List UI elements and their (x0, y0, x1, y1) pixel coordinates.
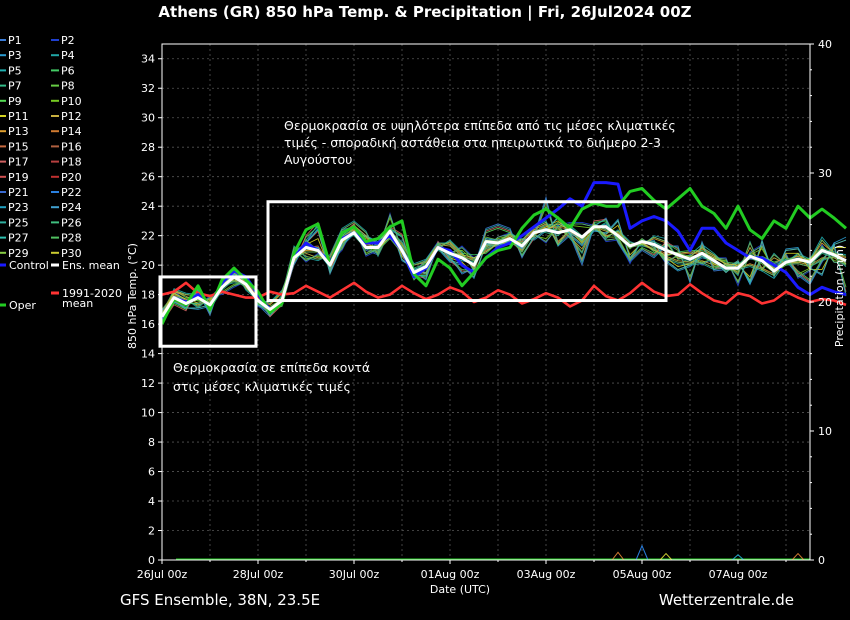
y-tick-label: 32 (141, 82, 155, 95)
legend-entry: P15 (8, 140, 29, 153)
legend-entry: P20 (61, 171, 82, 184)
y-tick-label: 14 (141, 348, 155, 361)
annotation-upper: Θερμοκρασία σε υψηλότερα επίπεδα από τις… (284, 118, 676, 167)
y-tick-label: 16 (141, 318, 155, 331)
ens-mean-line (160, 225, 847, 318)
y-tick-label: 20 (141, 259, 155, 272)
x-tick-label: 07Aug 00z (709, 568, 768, 581)
x-tick-label: 26Jul 00z (137, 568, 188, 581)
annotation-box-near-normal (158, 275, 258, 348)
y-tick-label: 18 (141, 289, 155, 302)
x-tick-label: 05Aug 00z (613, 568, 672, 581)
legend-entry: P27 (8, 232, 29, 245)
legend-entry: P8 (61, 80, 75, 93)
legend-entry: P9 (8, 95, 22, 108)
legend-entry: P5 (8, 64, 22, 77)
annotation-upper-line3: Αυγούστου (284, 152, 352, 167)
legend-entry: P26 (61, 216, 82, 229)
legend-climate-line2: mean (62, 297, 93, 310)
x-axis-label: Date (UTC) (430, 583, 490, 596)
precip-spike (659, 552, 673, 561)
annotation-lower-line1: Θερμοκρασία σε επίπεδα κοντά (173, 360, 370, 375)
annotation-upper-line2: τιμές - σποραδική αστάθεια στα ηπειρωτικ… (284, 135, 661, 150)
x-tick-label: 01Aug 00z (421, 568, 480, 581)
legend-entry: P19 (8, 171, 29, 184)
annotation-lower: Θερμοκρασία σε επίπεδα κοντά στις μέσες … (173, 360, 370, 394)
y-tick-label: 6 (148, 466, 155, 479)
legend-entry: P29 (8, 247, 29, 260)
legend-entry: P13 (8, 125, 29, 138)
y-axis-right: 0 10 20 30 40 (810, 38, 832, 567)
x-axis: 26Jul 00z 28Jul 00z 30Jul 00z 01Aug 00z 03Au… (137, 560, 787, 581)
y2-tick-label: 40 (818, 38, 832, 51)
annotation-box-above-normal (266, 200, 668, 303)
oper-line (160, 187, 847, 325)
legend-entry: P7 (8, 80, 22, 93)
annotation-lower-line2: στις μέσες κλιματικές τιμές (173, 379, 351, 394)
legend-entry: P3 (8, 49, 22, 62)
y-axis-label: 850 hPa Temp. (°C) (126, 243, 139, 349)
footer-model-info: GFS Ensemble, 38N, 23.5E (120, 591, 320, 609)
y2-axis-label: Precipitation (mm) (833, 245, 846, 347)
legend-entry: P18 (61, 156, 82, 169)
y-tick-label: 0 (148, 554, 155, 567)
legend-entry: P12 (61, 110, 82, 123)
y-tick-label: 30 (141, 112, 155, 125)
footer-source: Wetterzentrale.de (659, 591, 794, 609)
legend-entry: P22 (61, 186, 82, 199)
legend-entry: P1 (8, 34, 22, 47)
y-tick-label: 28 (141, 141, 155, 154)
y2-tick-label: 20 (818, 296, 832, 309)
legend-entry: P25 (8, 216, 29, 229)
grid-lines (162, 44, 810, 561)
legend-entry: P14 (61, 125, 82, 138)
legend-entry: P16 (61, 140, 82, 153)
y-tick-label: 26 (141, 171, 155, 184)
precip-spike (731, 554, 745, 561)
annotation-boxes (158, 200, 668, 348)
y-tick-label: 4 (148, 495, 155, 508)
legend-entry: P11 (8, 110, 29, 123)
legend-entry: P23 (8, 201, 29, 214)
chart-title: Athens (GR) 850 hPa Temp. & Precipitatio… (158, 3, 691, 22)
y2-tick-label: 10 (818, 425, 832, 438)
legend-oper: Oper (9, 299, 36, 312)
legend-entry: P6 (61, 64, 75, 77)
legend-entry: P24 (61, 201, 82, 214)
y2-tick-label: 0 (818, 554, 825, 567)
legend-entry: P4 (61, 49, 75, 62)
precip-spike (791, 552, 805, 561)
legend-entry: P21 (8, 186, 29, 199)
annotation-upper-line1: Θερμοκρασία σε υψηλότερα επίπεδα από τις… (284, 118, 676, 133)
y2-tick-label: 30 (818, 167, 832, 180)
legend-entry: P30 (61, 247, 82, 260)
precip-spike (635, 544, 649, 561)
legend: P1 P2 P3 P4 P5 P6 P7 P8 P9 P10 P11 P12 P13 P14 P15 P16 P… (0, 34, 122, 312)
x-tick-label: 30Jul 00z (329, 568, 380, 581)
y-tick-label: 12 (141, 377, 155, 390)
y-tick-label: 10 (141, 407, 155, 420)
y-tick-label: 34 (141, 53, 155, 66)
legend-entry: P10 (61, 95, 82, 108)
legend-climate: 1991-2020 (62, 287, 122, 300)
legend-entry: P28 (61, 232, 82, 245)
legend-entry: P17 (8, 156, 29, 169)
precip-spike (611, 551, 625, 561)
climate-mean-line (161, 281, 847, 308)
legend-ens-mean: Ens. mean (62, 259, 120, 272)
x-tick-label: 28Jul 00z (233, 568, 284, 581)
y-tick-label: 22 (141, 230, 155, 243)
x-tick-label: 03Aug 00z (517, 568, 576, 581)
y-tick-label: 8 (148, 436, 155, 449)
main-series (160, 181, 847, 325)
y-tick-label: 24 (141, 200, 155, 213)
y-tick-label: 2 (148, 525, 155, 538)
legend-entry: P2 (61, 34, 75, 47)
legend-control: Control (9, 259, 49, 272)
